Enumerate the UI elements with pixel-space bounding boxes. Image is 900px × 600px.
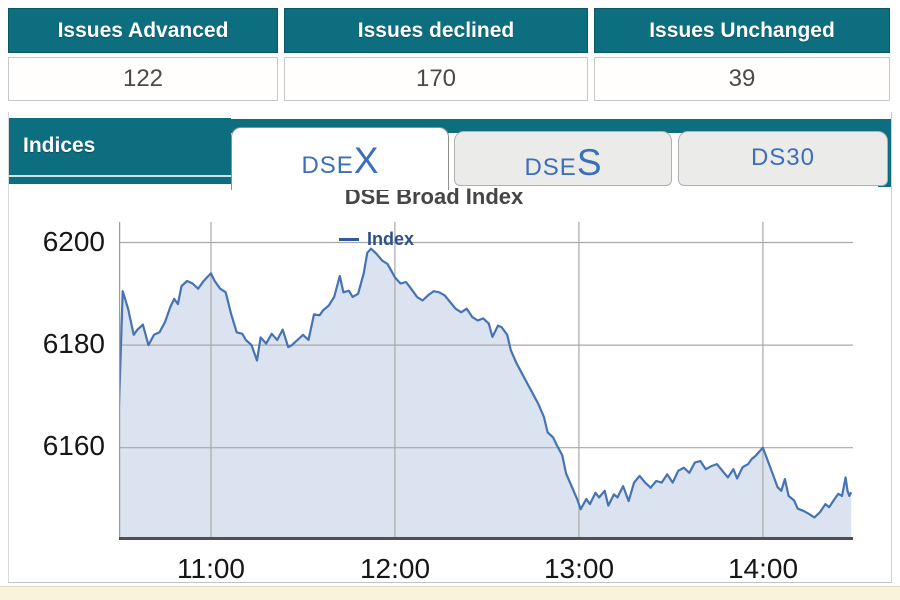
footer-strip (0, 586, 900, 600)
indices-panel: Indices DSE X DSE S DS30 DSE Broad Index I… (8, 112, 892, 584)
x-tick-1300: 13:00 (543, 553, 615, 584)
tab-dses[interactable]: DSE S (454, 131, 672, 186)
legend-series-label: Index (367, 229, 415, 249)
tab-dsex-label-suffix: X (353, 140, 379, 181)
issues-declined-header: Issues declined (284, 8, 588, 53)
summary-value-row: 122 170 39 (8, 57, 890, 101)
y-tick-6160: 6160 (42, 430, 105, 461)
issues-advanced-value: 122 (8, 57, 278, 101)
indices-header-block: Indices (9, 118, 231, 184)
summary-table: Issues Advanced Issues declined Issues U… (8, 8, 890, 101)
tab-dsex-label: DSE (301, 152, 354, 179)
y-tick-6180: 6180 (42, 328, 105, 359)
legend-line-swatch-icon (339, 238, 359, 241)
indices-tab-bar: Indices DSE X DSE S DS30 (9, 112, 891, 192)
summary-header-row: Issues Advanced Issues declined Issues U… (8, 8, 890, 53)
issues-unchanged-header: Issues Unchanged (594, 8, 890, 53)
tab-dses-label: DSE (524, 154, 577, 181)
issues-declined-value: 170 (284, 57, 588, 101)
chart-gridlines (119, 222, 853, 540)
tab-ds30-label: DS30 (750, 144, 816, 171)
chart-area-fill (119, 248, 852, 540)
index-area-chart (119, 222, 853, 540)
issues-advanced-header: Issues Advanced (8, 8, 278, 53)
x-tick-1100: 11:00 (177, 553, 245, 584)
indices-label: Indices (23, 134, 96, 157)
issues-unchanged-value: 39 (594, 57, 890, 101)
tab-ds30[interactable]: DS30 (678, 131, 888, 186)
tab-dses-label-suffix: S (576, 142, 602, 183)
tab-dsex[interactable]: DSE X (231, 127, 449, 190)
chart-legend: Index (339, 229, 414, 250)
chart-series-line (119, 247, 853, 519)
x-tick-1400: 14:00 (727, 553, 799, 584)
x-tick-1200: 12:00 (359, 553, 431, 584)
y-tick-6200: 6200 (42, 226, 105, 257)
